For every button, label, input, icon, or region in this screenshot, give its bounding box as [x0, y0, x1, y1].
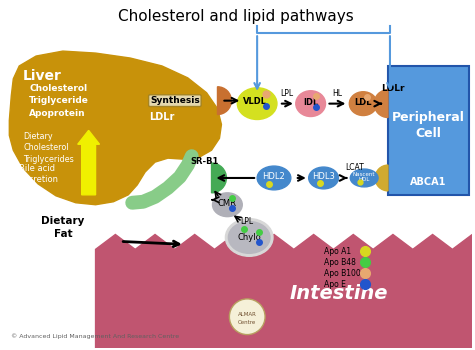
Text: Intestine: Intestine [289, 285, 388, 303]
Text: Peripheral
Cell: Peripheral Cell [392, 111, 465, 140]
Ellipse shape [228, 222, 270, 253]
Text: Dietary
Fat: Dietary Fat [41, 216, 85, 239]
Text: Apo E: Apo E [323, 280, 345, 288]
Text: Apo B48: Apo B48 [323, 258, 355, 267]
Text: VLDL: VLDL [243, 97, 267, 106]
Text: Cholesterol
Triglyceride
Apoprotein: Cholesterol Triglyceride Apoprotein [29, 84, 89, 118]
Text: CMR: CMR [218, 199, 237, 208]
Ellipse shape [349, 92, 377, 116]
Text: ABCA1: ABCA1 [410, 177, 447, 187]
Text: LPL: LPL [241, 217, 254, 226]
Text: LDLr: LDLr [149, 112, 175, 121]
Ellipse shape [257, 166, 291, 190]
Text: Bile acid
secretion: Bile acid secretion [19, 164, 58, 184]
Text: ALMAR: ALMAR [238, 312, 256, 317]
Ellipse shape [309, 167, 338, 189]
Text: Liver: Liver [23, 69, 62, 83]
Polygon shape [10, 51, 221, 205]
Text: Nascent
HDL: Nascent HDL [353, 172, 375, 182]
FancyBboxPatch shape [388, 66, 469, 195]
Text: Dietary
Cholesterol
Triglycerides: Dietary Cholesterol Triglycerides [23, 132, 74, 163]
Text: Apo B100: Apo B100 [323, 269, 361, 278]
Ellipse shape [238, 88, 277, 119]
Polygon shape [95, 234, 472, 349]
Text: Cholesterol and lipid pathways: Cholesterol and lipid pathways [118, 9, 354, 25]
Wedge shape [374, 90, 388, 118]
Text: HL: HL [332, 89, 342, 98]
Text: Synthesis: Synthesis [150, 96, 200, 105]
Text: LDL: LDL [354, 98, 372, 107]
Text: IDL: IDL [303, 98, 318, 107]
Text: Chylo: Chylo [238, 233, 261, 242]
Text: © Advanced Lipid Management And Research Centre: © Advanced Lipid Management And Research… [11, 333, 180, 338]
Circle shape [229, 299, 265, 335]
Text: Apo A1: Apo A1 [323, 247, 351, 256]
Text: Centre: Centre [238, 320, 256, 325]
Ellipse shape [296, 91, 325, 117]
Ellipse shape [226, 219, 273, 256]
Text: LCAT: LCAT [345, 162, 364, 172]
Wedge shape [218, 87, 231, 114]
Wedge shape [375, 165, 388, 191]
Text: LPL: LPL [280, 89, 294, 98]
Text: SR-B1: SR-B1 [190, 156, 219, 166]
Text: LDLr: LDLr [381, 84, 405, 93]
Ellipse shape [212, 193, 242, 217]
Text: HDL3: HDL3 [312, 173, 335, 182]
Wedge shape [211, 163, 227, 193]
Text: HDL2: HDL2 [263, 173, 285, 182]
Ellipse shape [351, 169, 378, 187]
FancyArrow shape [78, 131, 100, 195]
